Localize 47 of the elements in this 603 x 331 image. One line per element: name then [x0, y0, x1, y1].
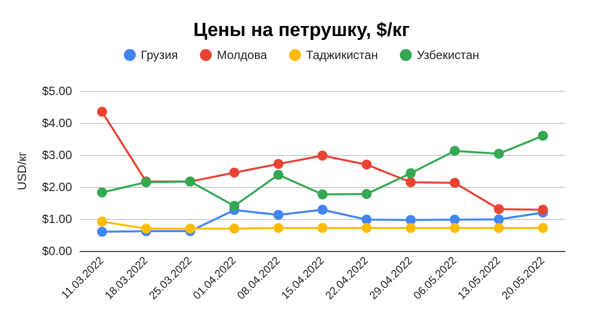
point	[97, 106, 108, 117]
point	[450, 214, 460, 225]
point	[229, 168, 240, 178]
point	[97, 226, 108, 237]
point	[538, 204, 548, 215]
chart-title: Цены на петрушку, $/кг	[193, 20, 410, 41]
point	[538, 222, 548, 233]
point	[229, 224, 240, 234]
point	[318, 150, 328, 161]
y-axis-title: USD/кг	[15, 151, 29, 190]
legend-label: Узбекистан	[416, 48, 480, 62]
point	[362, 189, 372, 200]
point	[273, 210, 284, 220]
point	[273, 222, 284, 233]
point	[318, 204, 328, 215]
point	[362, 214, 372, 225]
y-tick-label: $0.00	[42, 244, 72, 258]
point	[273, 158, 284, 169]
point	[97, 216, 108, 227]
point	[362, 160, 372, 170]
point	[450, 178, 460, 188]
point	[450, 146, 460, 156]
point	[318, 189, 328, 200]
point	[97, 187, 108, 198]
point	[406, 168, 416, 178]
point	[362, 222, 372, 233]
y-tick-label: $4.00	[42, 116, 72, 130]
y-tick-label: $2.00	[42, 180, 72, 194]
point	[494, 214, 504, 224]
point	[141, 224, 152, 234]
point	[406, 222, 416, 233]
point	[185, 224, 196, 234]
point	[229, 200, 240, 211]
point	[538, 130, 548, 141]
legend-label: Молдова	[216, 48, 268, 62]
y-tick-label: $3.00	[42, 148, 72, 162]
point	[494, 204, 504, 214]
legend-label: Грузия	[140, 48, 178, 62]
point	[494, 148, 504, 159]
y-tick-label: $1.00	[42, 212, 72, 226]
legend-label: Таджикистан	[306, 48, 378, 62]
point	[318, 222, 328, 233]
point	[273, 170, 284, 180]
point	[494, 222, 504, 233]
y-tick-label: $5.00	[42, 84, 72, 98]
point	[450, 222, 460, 233]
point	[406, 177, 416, 188]
